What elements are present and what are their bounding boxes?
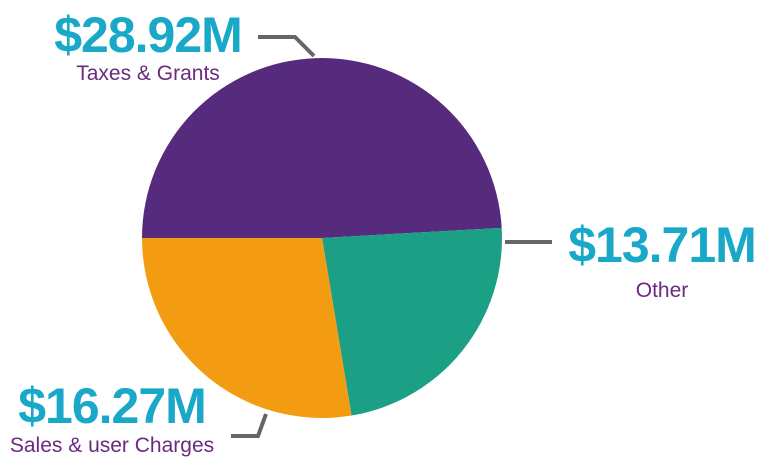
leader-lines — [231, 35, 552, 438]
slice-label-taxes-grants: $28.92M Taxes & Grants — [54, 7, 243, 85]
slice-category-sales-user-charges: Sales & user Charges — [10, 434, 214, 457]
leader-line-taxes-grants — [258, 35, 316, 58]
leader-line-sales-user-charges — [231, 413, 268, 438]
pie-slice-taxes-grants — [142, 58, 502, 238]
slice-label-sales-user-charges: $16.27M Sales & user Charges — [10, 378, 214, 457]
pie-slices — [142, 58, 502, 418]
slice-category-taxes-grants: Taxes & Grants — [76, 62, 220, 85]
pie-slice-sales-user-charges — [142, 238, 352, 418]
pie-slice-other — [322, 227, 502, 416]
slice-value-other: $13.71M — [568, 217, 756, 273]
slice-label-other: $13.71M Other — [568, 217, 757, 302]
slice-value-taxes-grants: $28.92M — [54, 7, 242, 63]
slice-category-other: Other — [636, 279, 689, 302]
slice-value-sales-user-charges: $16.27M — [18, 378, 206, 434]
